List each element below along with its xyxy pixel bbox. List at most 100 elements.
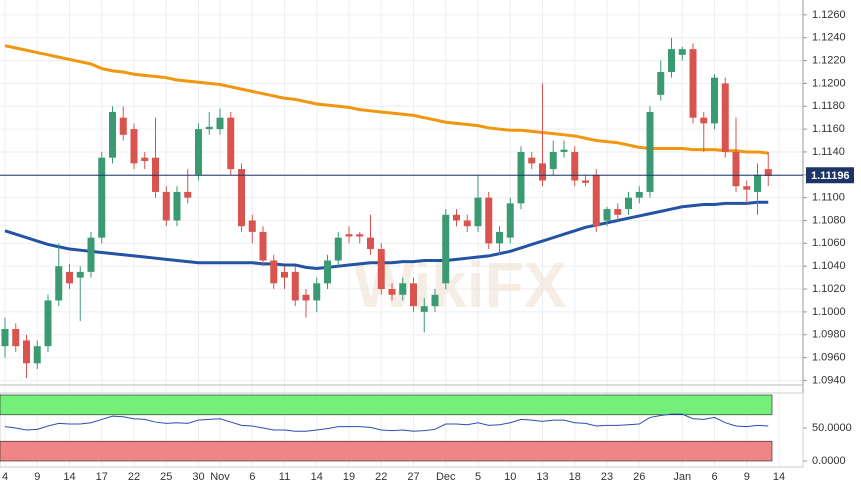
candle-body bbox=[732, 151, 740, 187]
candle-body bbox=[517, 151, 525, 204]
candle-body bbox=[721, 83, 729, 152]
candle-body bbox=[76, 271, 84, 278]
candle-body bbox=[173, 191, 181, 221]
candle-body bbox=[592, 174, 600, 227]
candle-body bbox=[549, 151, 557, 170]
candle-body bbox=[270, 260, 278, 284]
candle-body bbox=[205, 126, 213, 130]
candle-body bbox=[334, 237, 342, 261]
candle-body bbox=[388, 289, 396, 295]
candle-body bbox=[453, 214, 460, 221]
candle-body bbox=[743, 186, 751, 190]
x-tick-label: 9 bbox=[34, 471, 40, 483]
candle-body bbox=[356, 234, 364, 237]
candle-body bbox=[259, 231, 267, 261]
indicator-panel bbox=[0, 392, 804, 468]
candle-body bbox=[87, 237, 95, 272]
candle-body bbox=[539, 163, 546, 181]
moving-average-line bbox=[4, 200, 769, 270]
y-tick-label: 1.1040 bbox=[812, 260, 846, 272]
candle-body bbox=[754, 174, 761, 192]
x-tick-label: 6 bbox=[249, 471, 255, 483]
candle-body bbox=[227, 117, 235, 170]
candle-body bbox=[184, 191, 192, 198]
candle-body bbox=[238, 169, 245, 227]
x-tick-label: Jan bbox=[673, 471, 691, 483]
candle-body bbox=[281, 271, 288, 278]
x-tick-label: 19 bbox=[343, 471, 355, 483]
x-tick-label: 22 bbox=[128, 471, 140, 483]
candle-body bbox=[44, 300, 52, 347]
x-tick-label: 22 bbox=[375, 471, 387, 483]
x-tick-label: 30 bbox=[192, 471, 204, 483]
indicator-tick-label: 0.0000 bbox=[812, 455, 846, 467]
x-tick-label: 14 bbox=[311, 471, 323, 483]
candle-body bbox=[55, 266, 63, 301]
y-tick-label: 1.1180 bbox=[812, 100, 845, 112]
indicator-zone bbox=[0, 394, 773, 416]
y-tick-label: 1.0960 bbox=[812, 351, 846, 363]
y-tick-label: 1.1260 bbox=[812, 9, 846, 21]
y-tick-label: 1.1240 bbox=[812, 32, 846, 44]
candle-body bbox=[324, 260, 331, 284]
candle-body bbox=[313, 283, 321, 301]
candle-body bbox=[582, 180, 589, 183]
candle-body bbox=[614, 209, 622, 215]
indicator-line bbox=[4, 413, 769, 432]
candle-body bbox=[528, 157, 536, 164]
candle-body bbox=[560, 149, 568, 152]
candle-body bbox=[98, 157, 106, 238]
y-tick-label: 1.0980 bbox=[812, 329, 846, 341]
y-tick-label: 1.1220 bbox=[812, 54, 846, 66]
candle-body bbox=[668, 49, 675, 72]
y-tick-label: 1.1160 bbox=[812, 123, 845, 135]
candle-body bbox=[109, 111, 116, 158]
y-tick-label: 1.1020 bbox=[812, 283, 846, 295]
candle-body bbox=[399, 283, 407, 295]
candle-body bbox=[141, 157, 149, 162]
y-tick-label: 1.0940 bbox=[812, 374, 846, 386]
candle-body bbox=[291, 271, 299, 301]
candle-body bbox=[66, 271, 73, 284]
candle-body bbox=[248, 220, 256, 232]
candle-body bbox=[12, 329, 20, 347]
candle-body bbox=[463, 220, 471, 227]
candle-body bbox=[442, 214, 450, 284]
candle-body bbox=[431, 294, 439, 307]
candle-body bbox=[646, 111, 654, 192]
candle-body bbox=[130, 129, 138, 164]
candle-body bbox=[367, 237, 374, 250]
indicator-zone bbox=[0, 440, 773, 462]
candle-body bbox=[377, 249, 385, 290]
x-tick-label: Nov bbox=[210, 471, 230, 483]
candle-body bbox=[603, 209, 611, 221]
candle-body bbox=[119, 117, 127, 135]
last-price-label: 1.11196 bbox=[811, 170, 850, 182]
candle-body bbox=[625, 197, 632, 210]
candle-body bbox=[33, 346, 41, 364]
candle-body bbox=[1, 329, 9, 347]
candle-body bbox=[689, 49, 697, 118]
y-tick-label: 1.1060 bbox=[812, 237, 846, 249]
candle-body bbox=[678, 49, 686, 55]
x-tick-label: Dec bbox=[436, 471, 456, 483]
candle-body bbox=[635, 191, 643, 198]
x-tick-label: 18 bbox=[569, 471, 581, 483]
candle-body bbox=[764, 169, 772, 176]
candle-body bbox=[474, 197, 482, 227]
candle-body bbox=[657, 71, 665, 95]
candle-body bbox=[216, 117, 224, 130]
x-tick-label: 4 bbox=[2, 471, 8, 483]
y-tick-label: 1.1140 bbox=[812, 146, 845, 158]
x-tick-label: 17 bbox=[96, 471, 108, 483]
candle-body bbox=[571, 151, 579, 181]
x-tick-label: 27 bbox=[407, 471, 419, 483]
y-tick-label: 1.1200 bbox=[812, 77, 846, 89]
y-tick-label: 1.1000 bbox=[812, 306, 846, 318]
candle-body bbox=[496, 231, 503, 244]
watermark: WikiFX bbox=[354, 249, 567, 321]
candle-body bbox=[700, 117, 708, 124]
last-price-box bbox=[806, 167, 854, 184]
candle-body bbox=[162, 191, 170, 221]
